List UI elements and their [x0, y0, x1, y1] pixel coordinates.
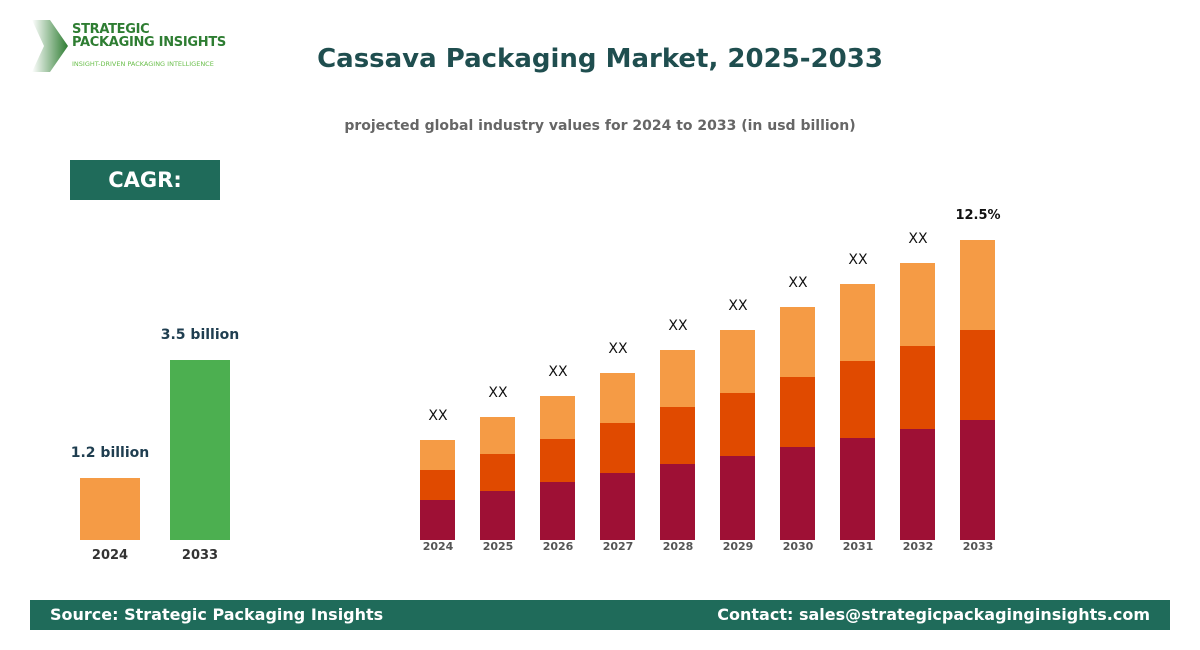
bar-2024 [80, 478, 140, 540]
x-tick-label: 2030 [782, 540, 814, 553]
bar-segment-2032-0 [900, 429, 935, 540]
data-label: XX [608, 341, 628, 357]
x-tick-label: 2024 [422, 540, 454, 553]
x-tick-label: 2033 [962, 540, 994, 553]
bar-segment-2030-2 [780, 307, 815, 377]
footer: Source: Strategic Packaging Insights Con… [30, 600, 1170, 630]
bar-segment-2031-1 [840, 360, 875, 438]
bar-segment-2025-0 [480, 490, 515, 540]
bar-segment-2026-1 [540, 439, 575, 483]
bar-segment-2024-2 [420, 440, 455, 470]
bar-segment-2025-2 [480, 417, 515, 454]
data-label: 3.5 billion [160, 327, 240, 343]
data-label: XX [908, 231, 928, 247]
bar-segment-2030-0 [780, 446, 815, 540]
brand-line1: STRATEGIC [72, 22, 150, 37]
bar-segment-2024-0 [420, 500, 455, 540]
bar-segment-2032-2 [900, 263, 935, 347]
bar-segment-2029-0 [720, 456, 755, 540]
x-tick-label: 2027 [602, 540, 634, 553]
bar-segment-2025-1 [480, 453, 515, 491]
bar-segment-2029-2 [720, 330, 755, 393]
x-tick-label: 2026 [542, 540, 574, 553]
bar-2033 [170, 360, 230, 540]
bar-segment-2031-0 [840, 437, 875, 540]
data-label: XX [788, 275, 808, 291]
bar-segment-2032-1 [900, 346, 935, 430]
x-tick-label: 2033 [181, 548, 219, 563]
bar-segment-2033-2 [960, 240, 995, 330]
brand-logo: STRATEGIC PACKAGING INSIGHTS INSIGHT-DRIV… [32, 20, 232, 72]
x-tick-label: 2028 [662, 540, 694, 553]
bar-segment-2027-0 [600, 473, 635, 540]
cagr-badge: CAGR: 12.5% [70, 160, 220, 232]
bar-segment-2033-1 [960, 330, 995, 420]
contact-text: Contact: sales@strategicpackaginginsight… [717, 605, 1150, 624]
x-tick-label: 2029 [722, 540, 754, 553]
bar-segment-2026-0 [540, 482, 575, 540]
bar-segment-2028-1 [660, 407, 695, 464]
data-label: XX [428, 408, 448, 424]
data-label: XX [668, 318, 688, 334]
x-tick-label: 2032 [902, 540, 934, 553]
brand-line2: PACKAGING INSIGHTS [72, 35, 226, 50]
data-label: XX [488, 385, 508, 401]
page-title: Cassava Packaging Market, 2025-2033 [317, 44, 883, 74]
bar-segment-2033-0 [960, 420, 995, 540]
bar-segment-2028-0 [660, 464, 695, 540]
x-tick-label: 2031 [842, 540, 874, 553]
chevron-logo-icon [32, 20, 68, 72]
bar-segment-2024-1 [420, 470, 455, 500]
bar-segment-2031-2 [840, 284, 875, 361]
data-label: XX [548, 364, 568, 380]
brand-tagline: INSIGHT-DRIVEN PACKAGING INTELLIGENCE [72, 60, 214, 68]
bar-segment-2026-2 [540, 396, 575, 440]
bar-segment-2028-2 [660, 350, 695, 407]
bar-segment-2030-1 [780, 376, 815, 447]
x-tick-label: 2025 [482, 540, 514, 553]
data-label: XX [848, 252, 868, 268]
source-text: Source: Strategic Packaging Insights [50, 605, 384, 624]
data-label: 1.2 billion [70, 445, 150, 462]
bar-segment-2027-1 [600, 423, 635, 474]
bar-segment-2029-1 [720, 393, 755, 456]
subtitle: projected global industry values for 202… [344, 118, 856, 134]
data-label: XX [728, 298, 748, 314]
x-tick-label: 2024 [91, 548, 129, 563]
data-label: 12.5% [955, 208, 1001, 223]
bar-segment-2027-2 [600, 373, 635, 424]
